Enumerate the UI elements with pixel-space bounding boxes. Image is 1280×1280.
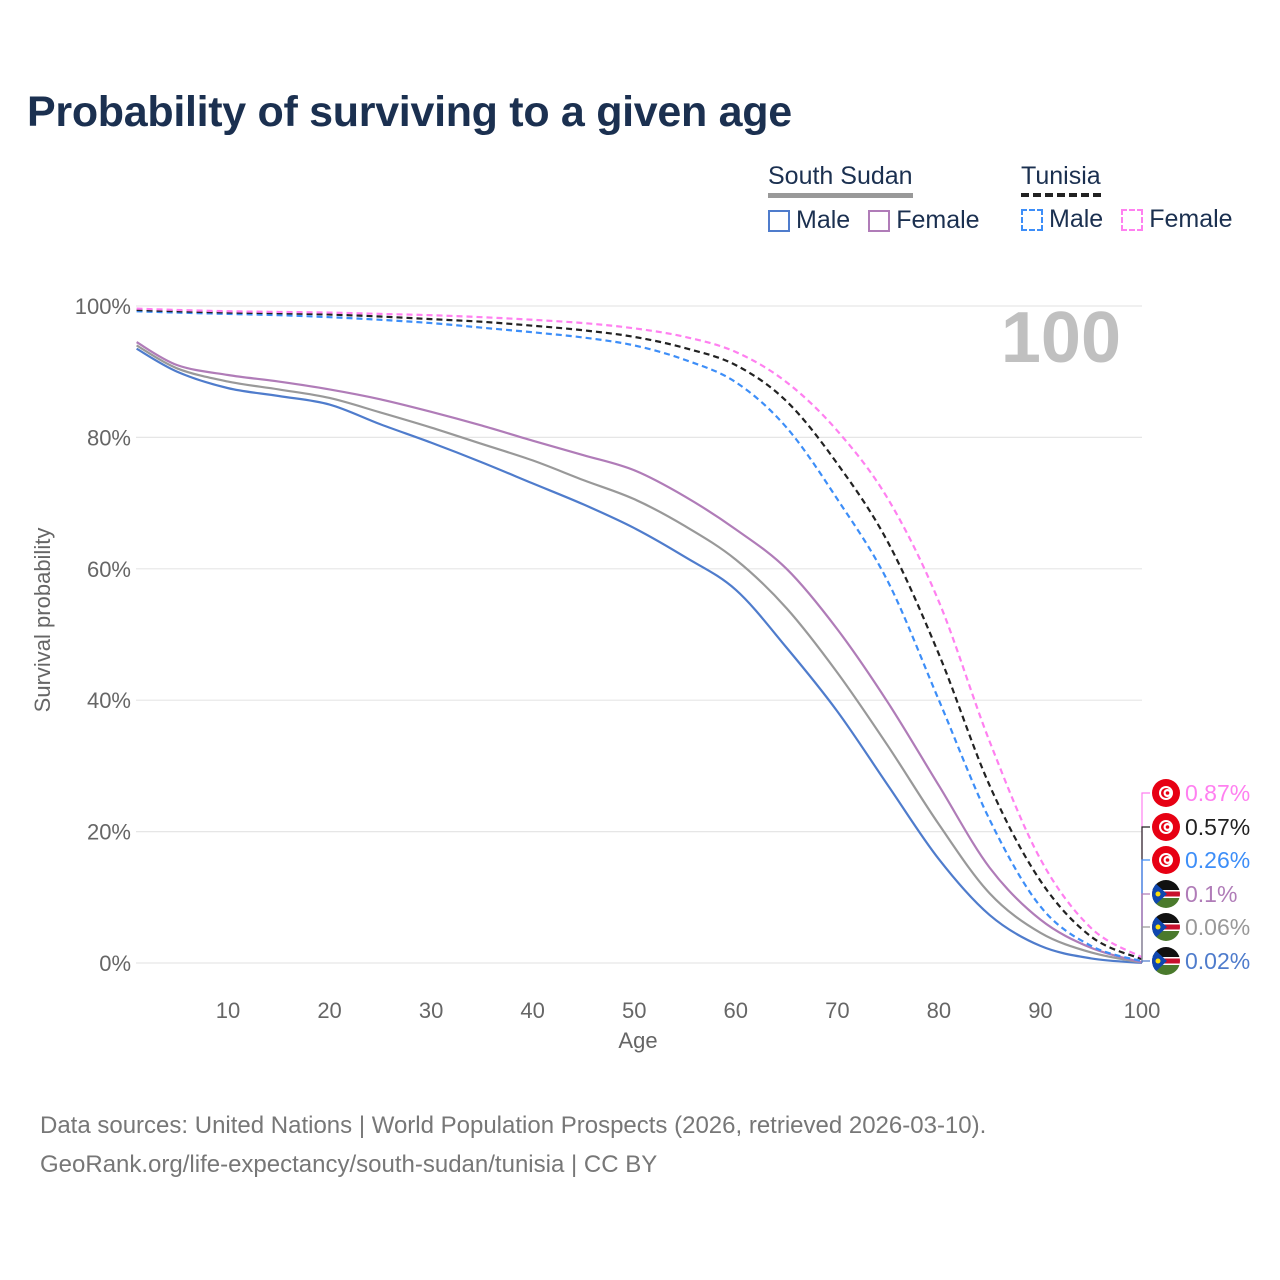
- legend-swatch: [1121, 208, 1144, 231]
- x-tick-label: 60: [724, 998, 748, 1023]
- x-tick-label: 30: [419, 998, 443, 1023]
- star: [1165, 791, 1170, 795]
- south-sudan-flag-icon: [1152, 880, 1180, 908]
- stripe-black: [1152, 880, 1180, 890]
- legend-item-tunisia-male[interactable]: Male: [1021, 205, 1103, 234]
- end-label-connector: [1141, 926, 1150, 963]
- star: [1155, 891, 1161, 897]
- legend-label: Male: [796, 206, 851, 234]
- end-value-label: 0.1%: [1185, 881, 1237, 907]
- end-value-label: 0.87%: [1185, 780, 1250, 806]
- flag-body: [1152, 880, 1180, 908]
- series-line-south-sudan-female: [136, 341, 1143, 964]
- x-tick-label: 40: [520, 998, 544, 1023]
- y-tick-label: 80%: [87, 425, 131, 450]
- end-value-label: 0.06%: [1185, 914, 1250, 940]
- legend-swatch: [1021, 208, 1043, 231]
- legend-label: Female: [1149, 205, 1233, 233]
- end-value-label: 0.02%: [1185, 948, 1250, 974]
- series-line-tunisia-female: [136, 307, 1143, 959]
- end-label-connector: [1141, 826, 1150, 960]
- source-link[interactable]: GeoRank.org/life-expectancy/south-sudan/…: [40, 1151, 658, 1178]
- data-sources: Data sources: United Nations | World Pop…: [40, 1112, 987, 1139]
- end-value-label: 0.26%: [1185, 847, 1250, 873]
- tunisia-flag-icon: [1152, 813, 1180, 841]
- legend-label: Female: [896, 206, 980, 234]
- flag-body: [1152, 947, 1180, 975]
- end-label-connector: [1141, 893, 1150, 963]
- flag-body: [1152, 913, 1180, 941]
- series-line-tunisia: [136, 308, 1143, 961]
- end-label-connector: [1141, 792, 1150, 958]
- x-tick-label: 10: [216, 998, 240, 1023]
- star: [1155, 958, 1161, 964]
- x-tick-label: 20: [317, 998, 341, 1023]
- y-axis-label: Survival probability: [30, 528, 55, 713]
- legend-swatch: [768, 209, 790, 232]
- x-tick-label: 50: [622, 998, 646, 1023]
- x-tick-label: 80: [927, 998, 951, 1023]
- y-tick-label: 20%: [87, 820, 131, 845]
- south-sudan-flag-icon: [1152, 947, 1180, 975]
- legend-country-label: South Sudan: [768, 162, 913, 198]
- x-axis-label: Age: [618, 1028, 657, 1053]
- stripe-green: [1152, 898, 1180, 908]
- end-label-connector: [1141, 859, 1150, 962]
- series-line-south-sudan-male: [136, 347, 1143, 964]
- x-tick-label: 90: [1028, 998, 1052, 1023]
- tunisia-flag-icon: [1152, 779, 1180, 807]
- legend-item-south-sudan-female[interactable]: Female: [868, 206, 980, 235]
- star: [1165, 858, 1170, 862]
- stripe-black: [1152, 947, 1180, 957]
- chart-title: Probability of surviving to a given age: [27, 88, 792, 136]
- stripe-black: [1152, 913, 1180, 923]
- end-label-connector: [1141, 960, 1150, 963]
- series-line-tunisia-male: [136, 310, 1143, 963]
- y-tick-label: 100%: [75, 294, 131, 319]
- south-sudan-flag-icon: [1152, 913, 1180, 941]
- age-marker-label: 100: [1001, 298, 1121, 378]
- star: [1165, 825, 1170, 829]
- x-tick-label: 100: [1124, 998, 1161, 1023]
- stripe-green: [1152, 965, 1180, 975]
- tunisia-flag-icon: [1152, 846, 1180, 874]
- stripe-green: [1152, 931, 1180, 941]
- legend-country-label: Tunisia: [1021, 162, 1101, 197]
- legend-label: Male: [1049, 205, 1104, 233]
- legend-south-sudan: South Sudan Male Female: [768, 162, 980, 235]
- footer: Data sources: United Nations | World Pop…: [40, 1106, 986, 1184]
- legend-swatch: [868, 209, 891, 232]
- y-tick-label: 40%: [87, 688, 131, 713]
- x-tick-label: 70: [825, 998, 849, 1023]
- end-value-label: 0.57%: [1185, 814, 1250, 840]
- legend-tunisia: Tunisia Male Female: [1021, 162, 1233, 234]
- y-tick-label: 60%: [87, 557, 131, 582]
- y-tick-label: 0%: [99, 951, 131, 976]
- legend-item-south-sudan-male[interactable]: Male: [768, 206, 850, 235]
- legend-item-tunisia-female[interactable]: Female: [1121, 205, 1233, 234]
- star: [1155, 924, 1161, 930]
- series-line-south-sudan: [136, 344, 1143, 964]
